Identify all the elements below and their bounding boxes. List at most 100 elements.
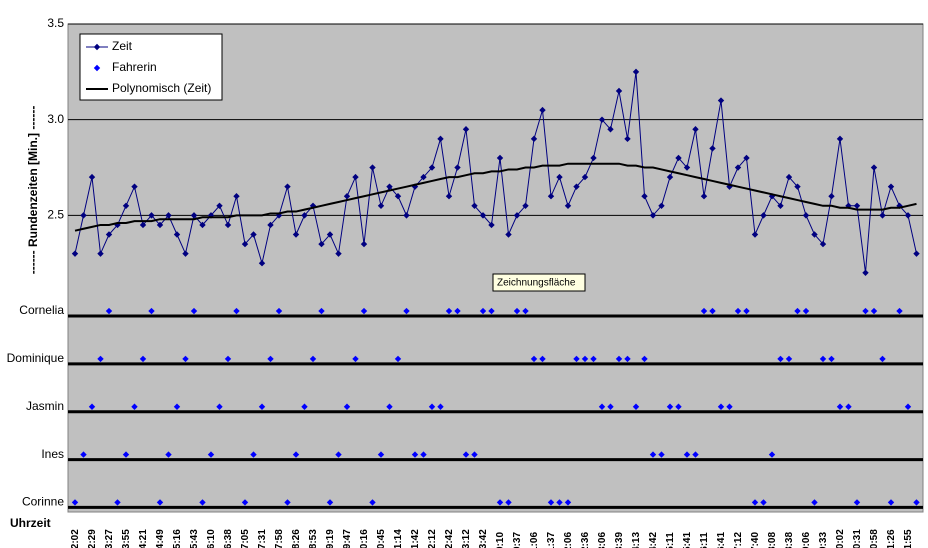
marker [301, 212, 308, 219]
marker [802, 307, 810, 315]
marker [173, 403, 181, 410]
marker [743, 154, 750, 162]
x-tick-label: 13:27 [104, 529, 115, 548]
marker [445, 307, 453, 315]
marker [530, 135, 538, 143]
x-tick-label: 22:12 [427, 529, 438, 548]
x-axis-title: Uhrzeit [10, 516, 51, 530]
marker [547, 499, 555, 506]
marker [394, 193, 402, 200]
marker [207, 212, 215, 219]
marker [709, 307, 716, 315]
marker [360, 307, 368, 315]
marker [615, 87, 623, 95]
marker [624, 355, 631, 363]
x-tick-label: 12:29 [87, 529, 98, 548]
marker [394, 355, 402, 363]
trend-line [74, 162, 917, 232]
marker [454, 164, 461, 171]
marker [284, 499, 291, 506]
marker [828, 193, 835, 200]
marker [233, 307, 240, 315]
marker [666, 403, 674, 410]
marker [224, 355, 232, 363]
x-tick-label: 4:13 [631, 532, 642, 548]
x-tick-label: 17:05 [240, 529, 251, 548]
x-tick-label: 6:41 [716, 532, 727, 548]
marker [751, 231, 759, 238]
x-tick-label: 2:06 [563, 532, 574, 548]
marker [139, 355, 147, 363]
marker [913, 250, 920, 257]
marker [122, 202, 130, 210]
marker [505, 231, 512, 238]
marker [411, 451, 419, 458]
marker [641, 355, 648, 363]
x-tick-label: 18:53 [308, 529, 319, 548]
marker [879, 355, 886, 363]
series-line [74, 71, 917, 273]
tooltip-text: Zeichnungsfläche [497, 278, 576, 289]
marker [692, 126, 699, 133]
marker [598, 116, 606, 123]
x-tick-label: 2:36 [580, 532, 591, 548]
marker [488, 221, 495, 229]
marker [377, 202, 385, 210]
marker [343, 193, 351, 200]
marker [904, 212, 912, 219]
marker [896, 307, 903, 315]
x-tick-label: 3:39 [614, 532, 625, 548]
marker [785, 173, 793, 181]
marker [573, 355, 580, 363]
marker [309, 202, 317, 210]
marker [88, 173, 96, 181]
x-tick-label: 17:31 [257, 529, 268, 548]
marker [156, 499, 164, 506]
x-tick-label: 13:55 [121, 529, 132, 548]
legend: Zeit Fahrerin Polynomisch (Zeit) [79, 33, 223, 101]
marker [743, 307, 750, 315]
marker [454, 307, 461, 315]
marker [870, 307, 878, 315]
marker [658, 451, 665, 458]
marker [97, 250, 104, 257]
marker [751, 499, 759, 506]
x-tick-label: 20:45 [376, 529, 387, 548]
marker [437, 403, 444, 410]
marker [131, 403, 138, 410]
marker [428, 164, 436, 171]
marker [564, 499, 572, 506]
x-tick-label: 9:06 [801, 532, 812, 548]
marker [683, 451, 691, 458]
marker [80, 212, 87, 219]
marker [292, 231, 300, 238]
marker [811, 499, 818, 506]
marker [853, 499, 861, 506]
marker [794, 307, 801, 315]
marker [845, 403, 852, 410]
x-tick-label: 0:37 [512, 532, 523, 548]
marker [71, 250, 79, 257]
marker [156, 221, 164, 229]
marker [292, 451, 300, 458]
marker [785, 355, 793, 363]
marker [539, 106, 546, 114]
marker [360, 240, 368, 248]
marker [777, 202, 784, 210]
marker [717, 97, 725, 104]
x-tick-label: 18:26 [291, 529, 302, 548]
marker [326, 231, 334, 238]
x-tick-label: 14:49 [155, 529, 166, 548]
x-tick-label: 3:06 [597, 532, 608, 548]
marker [275, 307, 283, 315]
x-tick-label: 10:31 [852, 529, 863, 548]
x-tick-label: 19:47 [342, 529, 353, 548]
marker [479, 212, 487, 219]
marker [250, 451, 257, 458]
marker [853, 202, 861, 210]
marker [148, 212, 155, 219]
marker [556, 499, 563, 506]
marker [734, 307, 742, 315]
marker [267, 221, 274, 229]
